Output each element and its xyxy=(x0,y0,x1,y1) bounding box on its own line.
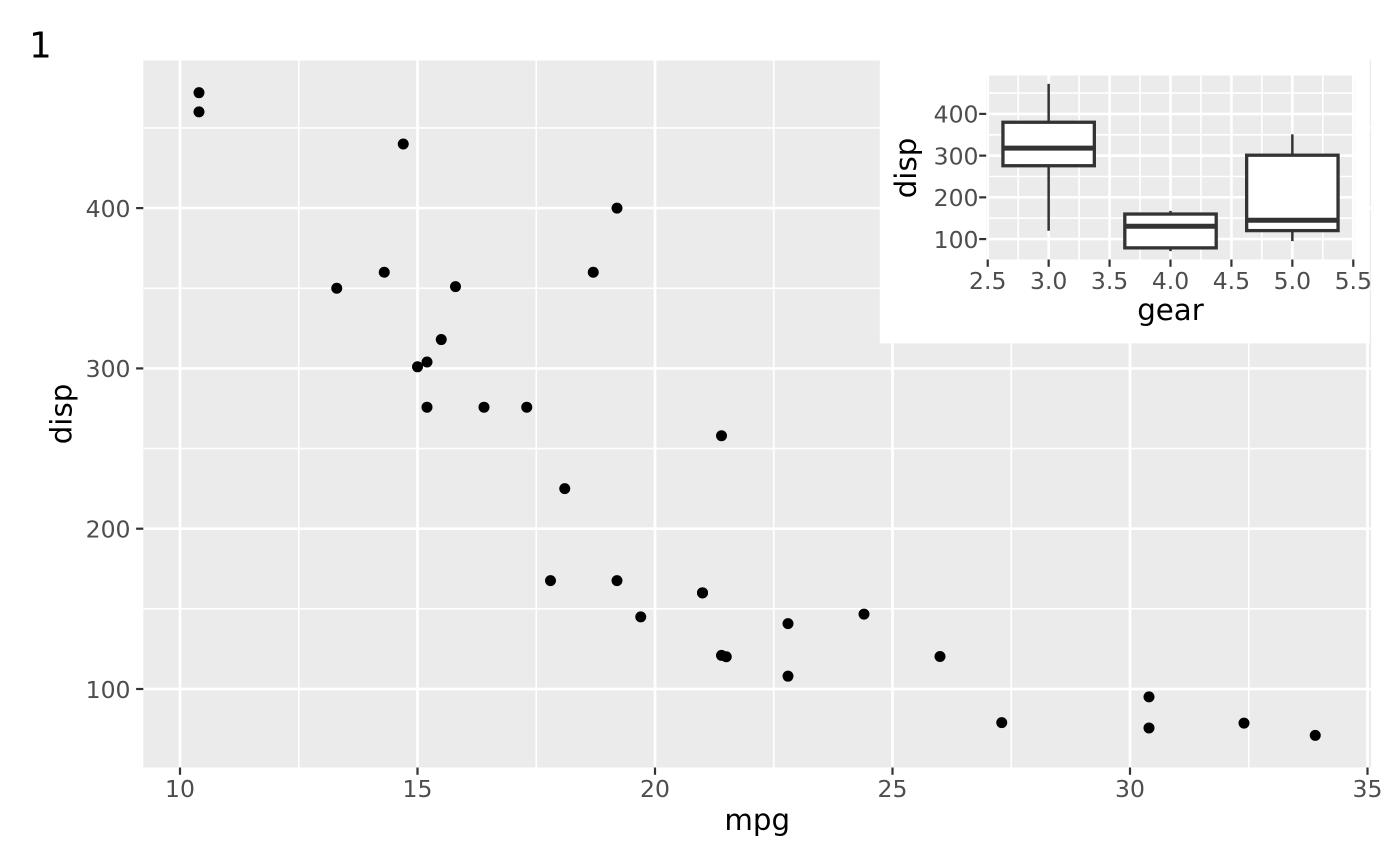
svg-text:disp: disp xyxy=(45,384,79,445)
svg-text:25: 25 xyxy=(878,775,908,803)
svg-text:200: 200 xyxy=(86,516,131,544)
svg-text:1: 1 xyxy=(29,26,52,67)
svg-text:mpg: mpg xyxy=(724,803,790,837)
svg-text:300: 300 xyxy=(86,355,131,383)
svg-text:10: 10 xyxy=(165,775,195,803)
svg-text:400: 400 xyxy=(934,101,979,129)
svg-text:2.5: 2.5 xyxy=(969,267,1006,295)
svg-text:300: 300 xyxy=(934,142,979,170)
svg-text:4.5: 4.5 xyxy=(1213,267,1250,295)
svg-text:4.0: 4.0 xyxy=(1152,267,1189,295)
svg-text:20: 20 xyxy=(640,775,670,803)
svg-text:gear: gear xyxy=(1137,293,1205,327)
svg-text:100: 100 xyxy=(86,676,131,704)
svg-text:100: 100 xyxy=(934,226,979,254)
svg-text:30: 30 xyxy=(1115,775,1145,803)
svg-text:15: 15 xyxy=(403,775,433,803)
svg-text:3.0: 3.0 xyxy=(1030,267,1067,295)
svg-text:disp: disp xyxy=(889,138,923,199)
svg-text:35: 35 xyxy=(1353,775,1383,803)
svg-text:200: 200 xyxy=(934,184,979,212)
svg-text:3.5: 3.5 xyxy=(1091,267,1128,295)
svg-text:400: 400 xyxy=(86,195,131,223)
svg-text:5.0: 5.0 xyxy=(1274,267,1311,295)
svg-text:5.5: 5.5 xyxy=(1335,267,1372,295)
